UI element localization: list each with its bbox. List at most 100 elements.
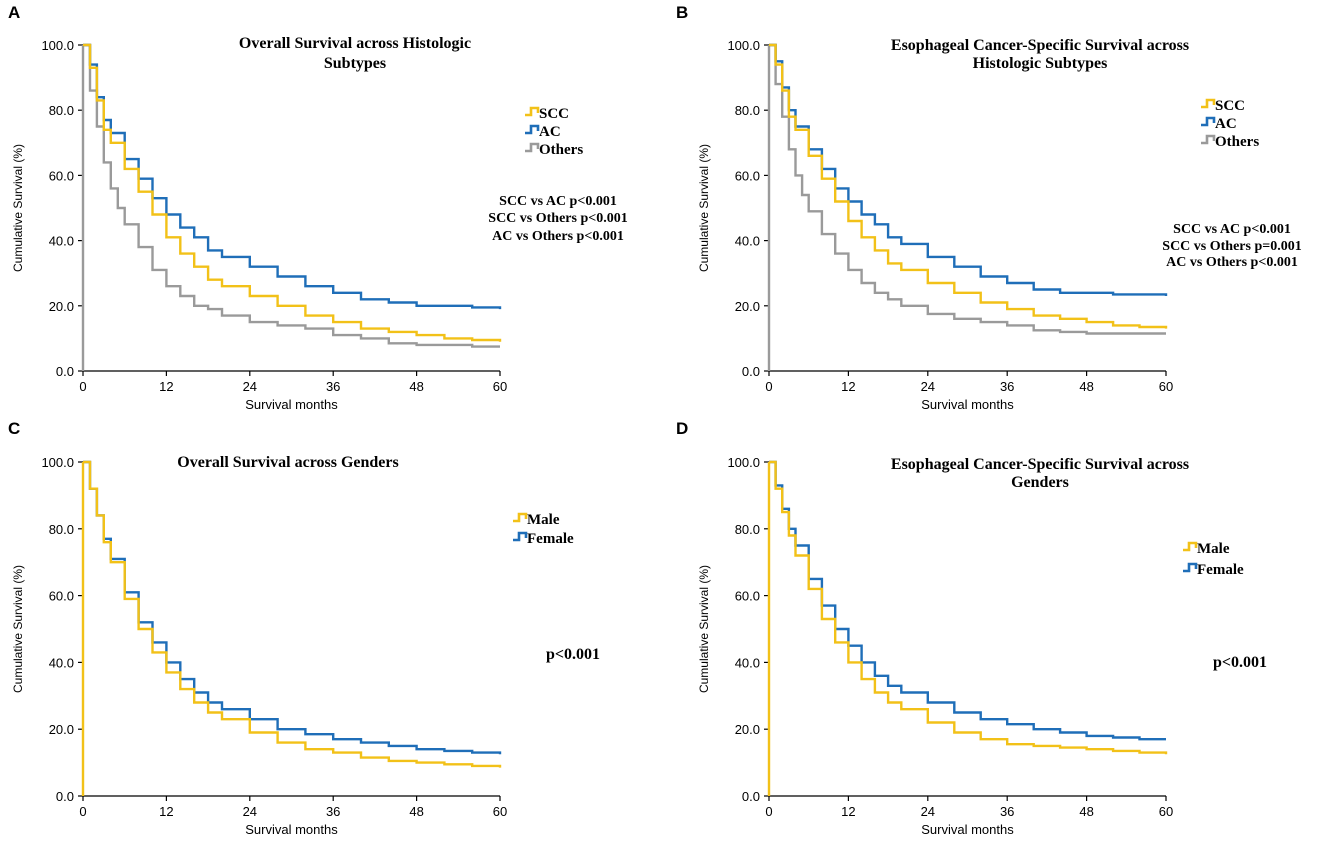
y-tick-label: 40.0 [735,234,760,249]
y-axis-label: Cumulative Survival (%) [11,565,25,693]
x-tick-label: 0 [765,804,772,819]
x-axis-label: Survival months [245,397,338,412]
legend-label-female: Female [527,531,574,547]
x-tick-label: 36 [326,379,340,394]
y-tick-label: 0.0 [742,789,760,804]
y-tick-label: 100.0 [727,38,760,53]
y-tick-label: 80.0 [735,103,760,118]
x-tick-label: 60 [1159,379,1173,394]
y-tick-label: 0.0 [56,364,74,379]
x-tick-label: 12 [159,379,173,394]
x-tick-label: 36 [1000,379,1014,394]
x-tick-label: 60 [1159,804,1173,819]
x-tick-label: 24 [921,379,935,394]
legend-symbol-ac [525,124,540,135]
legend-label-others: Others [1215,134,1259,150]
panel-letter: C [8,419,20,438]
y-tick-label: 40.0 [49,234,74,249]
y-axis-label: Cumulative Survival (%) [11,144,25,272]
x-axis-label: Survival months [921,397,1014,412]
chart-title: Subtypes [324,55,386,72]
legend-symbol-ac [1201,116,1216,127]
y-tick-label: 100.0 [41,38,74,53]
chart-title: Overall Survival across Genders [177,454,398,471]
series-line-scc [769,43,1168,329]
x-tick-label: 60 [493,379,507,394]
legend-label-female: Female [1197,562,1244,578]
series-line-ac [83,43,502,310]
legend-label-ac: AC [1215,116,1237,132]
y-tick-label: 20.0 [735,299,760,314]
p-value-annotation: p<0.001 [546,646,600,663]
panel-c: C 0.0 20.0 40.0 60.0 80.0 100.0 0 12 24 36 48 60 Surv… [8,419,600,837]
legend-label-scc: SCC [539,106,569,122]
series-line-female [769,460,1166,741]
y-tick-label: 100.0 [727,455,760,470]
y-tick-label: 20.0 [49,299,74,314]
y-tick-label: 60.0 [49,168,74,183]
y-tick-label: 80.0 [49,522,74,537]
y-tick-label: 40.0 [49,655,74,670]
y-tick-label: 20.0 [735,722,760,737]
y-tick-label: 100.0 [41,455,74,470]
legend-label-others: Others [539,142,583,158]
legend-label-scc: SCC [1215,98,1245,114]
chart-title: Genders [1011,474,1069,491]
legend-symbol-others [1201,134,1216,145]
x-tick-label: 12 [841,379,855,394]
series-line-male [769,460,1168,755]
x-axis-label: Survival months [245,822,338,837]
y-tick-label: 20.0 [49,722,74,737]
panel-letter: A [8,3,20,22]
legend-symbol-scc [1201,98,1216,109]
y-tick-label: 0.0 [56,789,74,804]
p-value-annotation: SCC vs AC p<0.001 [1173,222,1291,237]
panel-letter: D [676,419,688,438]
x-axis-label: Survival months [921,822,1014,837]
x-tick-label: 12 [841,804,855,819]
p-value-annotation: AC vs Others p<0.001 [492,229,624,244]
legend-symbol-scc [525,106,540,117]
y-tick-label: 60.0 [735,589,760,604]
chart-title: Histologic Subtypes [973,55,1108,72]
x-tick-label: 60 [493,804,507,819]
chart-title: Esophageal Cancer-Specific Survival acro… [891,37,1189,54]
x-tick-label: 24 [243,804,257,819]
panel-d: D 0.0 20.0 40.0 60.0 80.0 100.0 0 12 24 36 48 60 Surv… [676,419,1267,837]
x-tick-label: 48 [409,804,423,819]
chart-title: Overall Survival across Histologic [239,35,471,52]
legend-symbol-female [513,531,528,542]
x-tick-label: 0 [79,804,86,819]
series-line-male [83,460,502,768]
p-value-annotation: SCC vs Others p<0.001 [488,211,627,226]
x-tick-label: 36 [1000,804,1014,819]
y-tick-label: 0.0 [742,364,760,379]
x-tick-label: 0 [765,379,772,394]
legend-label-male: Male [1197,541,1230,557]
series-line-others [83,43,500,348]
series-line-female [83,460,502,755]
panel-b: B 0.0 20.0 40.0 60.0 80.0 100.0 0 12 24 36 48 60 Surv… [676,3,1302,412]
x-tick-label: 12 [159,804,173,819]
y-tick-label: 60.0 [49,589,74,604]
panel-letter: B [676,3,688,22]
x-tick-label: 48 [1079,804,1093,819]
legend-label-male: Male [527,512,560,528]
series-line-ac [769,43,1168,296]
y-tick-label: 80.0 [49,103,74,118]
x-tick-label: 24 [921,804,935,819]
x-tick-label: 48 [1079,379,1093,394]
y-axis-label: Cumulative Survival (%) [697,565,711,693]
legend-symbol-male [1183,541,1198,552]
p-value-annotation: AC vs Others p<0.001 [1166,255,1298,270]
y-axis-label: Cumulative Survival (%) [697,144,711,272]
x-tick-label: 36 [326,804,340,819]
legend-symbol-others [525,142,540,153]
series-line-others [769,43,1166,335]
legend-label-ac: AC [539,124,561,140]
x-tick-label: 0 [79,379,86,394]
panel-a: A 0.0 20.0 40.0 60.0 80.0 100.0 0 12 24 36 48 60 Surv… [8,3,628,412]
y-tick-label: 60.0 [735,168,760,183]
chart-title: Esophageal Cancer-Specific Survival acro… [891,456,1189,473]
